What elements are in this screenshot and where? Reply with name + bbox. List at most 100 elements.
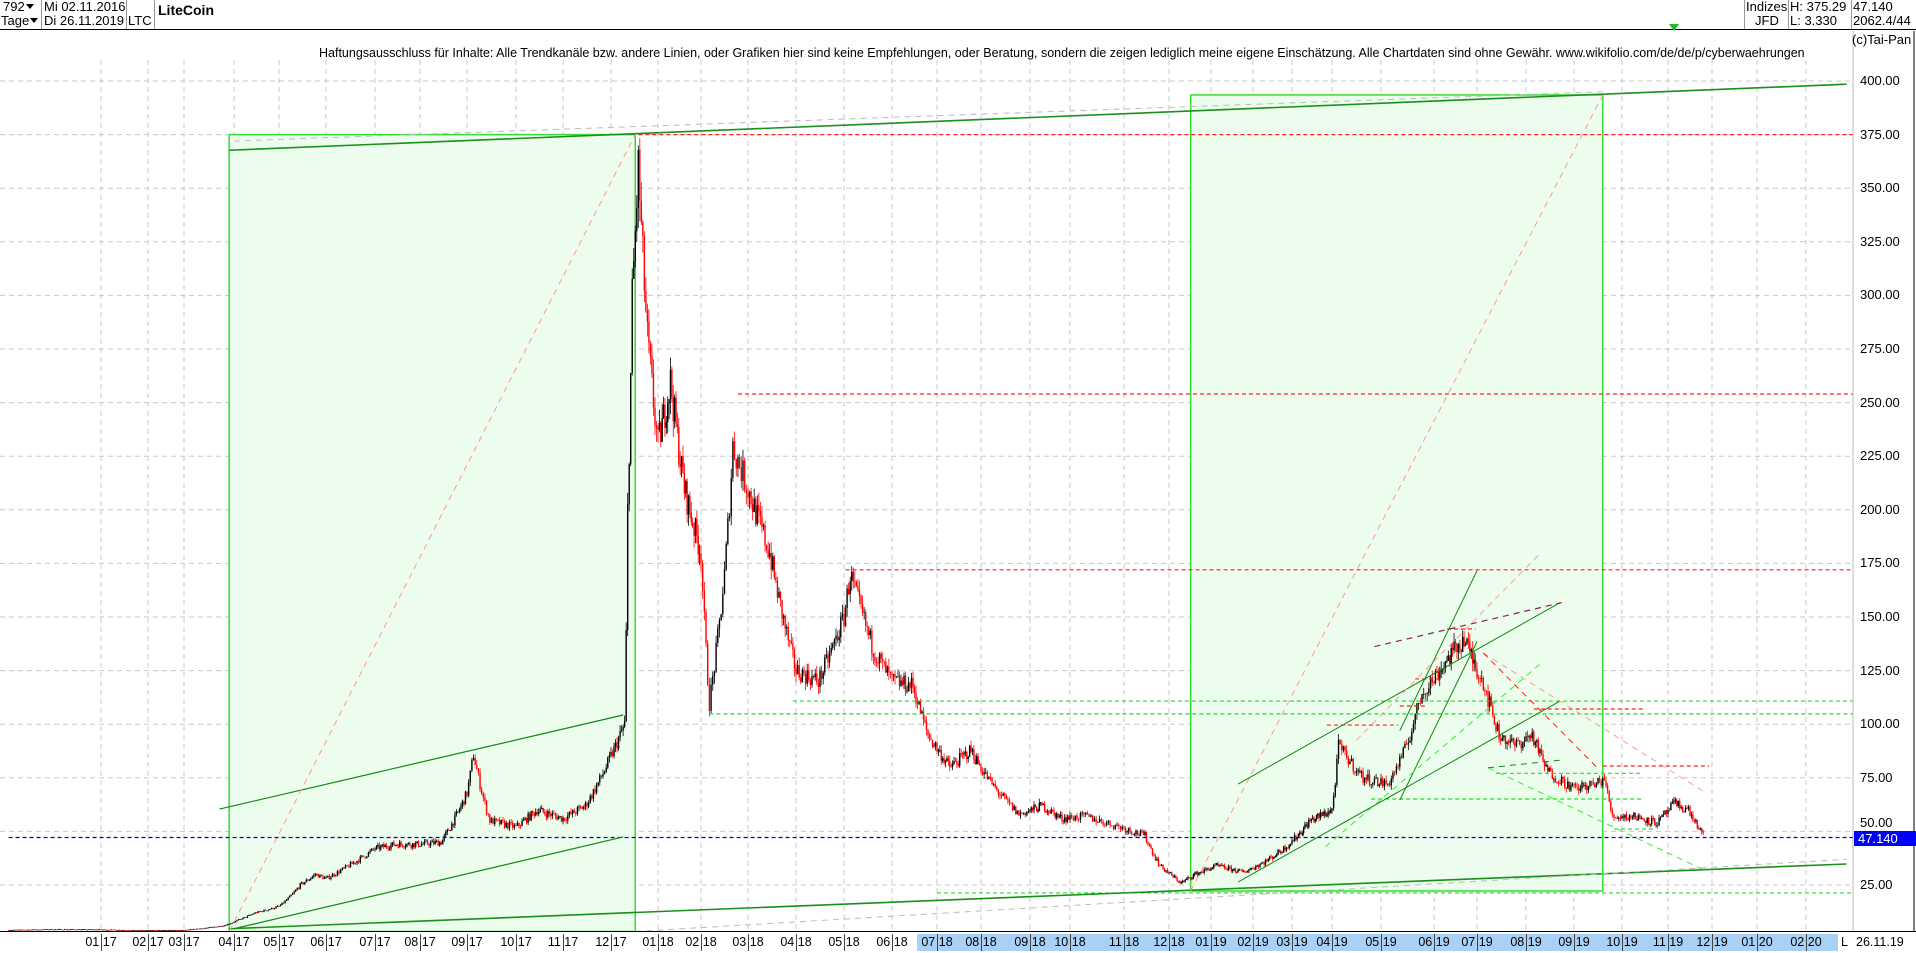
candle xyxy=(854,580,856,582)
candle xyxy=(1687,806,1690,809)
candle xyxy=(1383,780,1386,787)
candle xyxy=(971,749,974,752)
candle xyxy=(864,612,867,626)
candle xyxy=(892,674,895,676)
candle xyxy=(435,840,438,842)
candle xyxy=(939,750,941,751)
candle xyxy=(1315,815,1318,819)
candle xyxy=(437,840,439,846)
bars-value: 792 xyxy=(3,0,25,14)
candle xyxy=(628,464,630,504)
analysis-boxes xyxy=(228,94,1604,931)
x-tick-label: 07 18 xyxy=(921,935,953,949)
candle xyxy=(1643,819,1645,821)
candle xyxy=(728,516,731,519)
candle xyxy=(42,929,44,931)
candle xyxy=(1652,818,1654,819)
candle xyxy=(476,764,478,770)
candle xyxy=(1533,731,1535,745)
x-tick xyxy=(1124,934,1125,951)
candle xyxy=(755,498,757,525)
high-value: H: 375.29 xyxy=(1790,0,1847,14)
candle xyxy=(1658,817,1660,826)
candle xyxy=(191,929,193,931)
candle xyxy=(871,630,873,654)
candle xyxy=(545,813,548,818)
candle xyxy=(169,930,171,931)
candle xyxy=(960,753,962,755)
candle xyxy=(586,802,588,807)
bars-dropdown[interactable]: 792 xyxy=(3,0,34,14)
candle xyxy=(1270,856,1272,858)
candle xyxy=(836,635,839,641)
candle xyxy=(1104,824,1106,826)
candle xyxy=(313,874,315,877)
candle xyxy=(245,917,247,918)
candle xyxy=(1255,866,1257,870)
candle xyxy=(1539,749,1541,754)
candle xyxy=(767,549,769,557)
candle xyxy=(1517,740,1519,741)
x-tick-label: 09 19 xyxy=(1558,935,1590,949)
candle xyxy=(74,929,76,931)
candle xyxy=(449,830,452,832)
candle xyxy=(835,635,837,640)
candle xyxy=(1573,783,1575,785)
candle xyxy=(1337,739,1340,759)
x-tick xyxy=(796,934,797,951)
candle xyxy=(943,758,945,764)
marker-triangle-icon[interactable] xyxy=(1669,24,1679,31)
candle xyxy=(179,930,181,931)
candle xyxy=(469,770,471,783)
candle xyxy=(941,758,944,761)
candle xyxy=(1010,802,1012,804)
candle xyxy=(533,812,535,816)
candle xyxy=(1684,807,1687,812)
x-tick xyxy=(326,934,327,951)
candle xyxy=(1188,877,1191,879)
candle xyxy=(62,929,64,931)
candle xyxy=(255,912,258,914)
candle xyxy=(494,818,496,825)
candle xyxy=(1679,800,1681,809)
x-axis[interactable]: 01 17 02 17 03 17 04 17 05 17 06 17 07 17 08 17… xyxy=(0,931,1916,953)
candle xyxy=(1428,688,1430,694)
candle xyxy=(341,867,344,871)
candle xyxy=(116,930,119,931)
end-date-field[interactable]: Di 26.11.2019 xyxy=(44,13,124,28)
candle xyxy=(276,906,279,907)
candle xyxy=(652,373,655,408)
candle xyxy=(1622,816,1625,818)
candle xyxy=(1701,828,1703,832)
x-axis-highlight xyxy=(917,934,1838,951)
candle xyxy=(217,926,219,928)
candle xyxy=(751,504,754,512)
candle xyxy=(375,846,378,850)
candle xyxy=(560,816,563,822)
candle xyxy=(413,843,415,847)
candle xyxy=(407,842,410,844)
axis-mode-label[interactable]: L xyxy=(1841,935,1848,949)
candle xyxy=(626,503,629,630)
candle xyxy=(403,846,405,848)
candle xyxy=(597,782,599,785)
period-dropdown[interactable]: Tage xyxy=(1,14,38,28)
candle xyxy=(101,929,104,931)
candle xyxy=(314,874,317,876)
candle xyxy=(1504,735,1507,745)
candle xyxy=(442,839,444,845)
candle xyxy=(576,807,579,814)
candle xyxy=(1670,802,1672,811)
analysis-box xyxy=(1189,94,1604,892)
candle xyxy=(460,805,462,810)
candle xyxy=(1520,744,1522,749)
candle xyxy=(1472,649,1474,664)
start-date-field[interactable]: Mi 02.11.2016 xyxy=(44,0,126,14)
candle xyxy=(909,682,911,689)
candle xyxy=(429,842,432,846)
candle xyxy=(1293,835,1296,842)
candle xyxy=(239,919,241,920)
candle xyxy=(246,915,249,918)
candle xyxy=(1180,882,1182,884)
